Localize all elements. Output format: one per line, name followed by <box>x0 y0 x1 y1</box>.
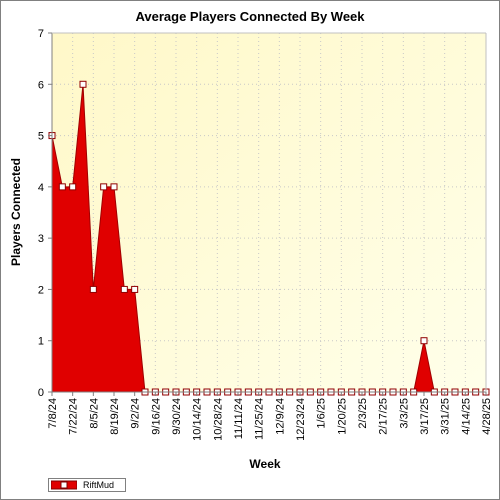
data-point <box>79 80 87 88</box>
x-tick-label: 11/11/24 <box>233 398 245 439</box>
x-tick-label: 2/3/25 <box>357 398 369 429</box>
y-tick-label: 6 <box>38 79 44 91</box>
data-point <box>420 337 428 345</box>
data-point <box>100 183 108 191</box>
x-tick-label: 9/30/24 <box>171 398 183 435</box>
x-tick-label: 8/19/24 <box>109 398 121 435</box>
x-tick-label: 3/17/25 <box>419 398 431 435</box>
legend-swatch <box>51 480 77 490</box>
y-tick-label: 5 <box>38 131 44 143</box>
y-tick-label: 1 <box>38 336 44 348</box>
x-tick-label: 1/6/25 <box>316 398 328 429</box>
chart-title: Average Players Connected By Week <box>135 9 365 24</box>
x-tick-label: 10/14/24 <box>192 398 204 441</box>
y-tick-label: 4 <box>38 182 44 194</box>
data-point <box>89 285 97 293</box>
x-tick-label: 8/5/24 <box>88 398 100 429</box>
x-tick-label: 7/8/24 <box>47 398 59 429</box>
x-tick-label: 4/28/25 <box>481 398 493 435</box>
data-point <box>131 285 139 293</box>
y-tick-label: 0 <box>38 387 44 399</box>
y-tick-label: 2 <box>38 284 44 296</box>
x-tick-label: 11/25/24 <box>254 398 266 440</box>
y-tick-label: 3 <box>38 233 44 245</box>
y-tick-labels: 0 1 2 3 4 5 6 7 <box>38 28 52 399</box>
y-tick-label: 7 <box>38 28 44 40</box>
data-point <box>120 285 128 293</box>
data-point <box>58 183 66 191</box>
x-tick-labels: 7/8/24 7/22/24 8/5/24 8/19/24 9/2/24 9/16/24 9… <box>47 392 493 441</box>
legend-label: RiftMud <box>83 480 115 490</box>
x-tick-label: 4/14/25 <box>460 398 472 435</box>
x-tick-label: 9/16/24 <box>150 398 162 435</box>
x-tick-label: 3/31/25 <box>440 398 452 435</box>
x-tick-label: 12/23/24 <box>295 398 307 441</box>
x-tick-label: 7/22/24 <box>68 398 80 435</box>
data-point <box>110 183 118 191</box>
x-tick-label: 9/2/24 <box>130 398 142 429</box>
data-point <box>69 183 77 191</box>
x-axis-label: Week <box>249 457 281 471</box>
x-tick-label: 10/28/24 <box>212 398 224 441</box>
x-tick-label: 1/20/25 <box>336 398 348 435</box>
x-tick-label: 3/3/25 <box>398 398 410 429</box>
legend: RiftMud <box>48 478 126 492</box>
axes <box>51 32 487 393</box>
x-tick-label: 2/17/25 <box>378 398 390 435</box>
x-tick-label: 12/9/24 <box>274 398 286 435</box>
